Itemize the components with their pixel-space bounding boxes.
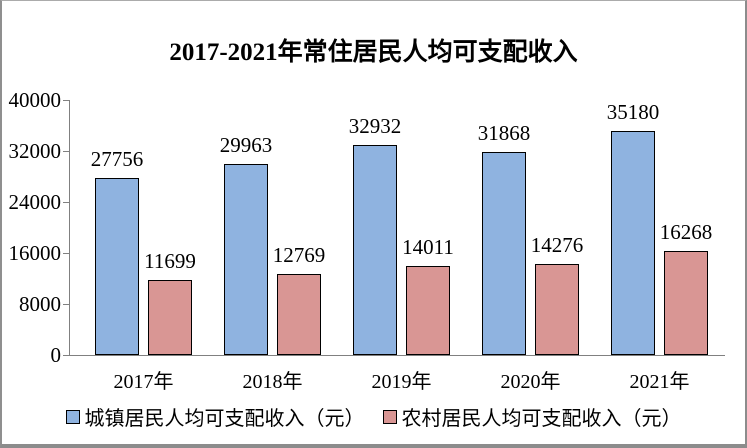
bar-value-label: 32932	[348, 114, 402, 138]
legend: 城镇居民人均可支配收入（元） 农村居民人均可支配收入（元）	[2, 402, 745, 431]
x-axis-label: 2021年	[629, 371, 690, 393]
bar: 31868	[478, 123, 530, 355]
y-tick-mark	[63, 304, 69, 305]
plot-area	[69, 100, 725, 356]
x-axis-labels: 2017年 2018年 2019年 2020年 2021年	[79, 365, 724, 394]
bar-value-label: 11699	[144, 249, 196, 273]
bar-group: 31868 14276	[466, 100, 595, 355]
x-axis-label: 2017年	[113, 371, 174, 393]
bar-group: 35180 16268	[595, 100, 724, 355]
y-tick-mark	[63, 151, 69, 152]
bar: 27756	[91, 149, 143, 355]
y-tick-mark	[63, 202, 69, 203]
bar-value-label: 35180	[606, 100, 660, 124]
legend-label: 城镇居民人均可支配收入（元）	[84, 408, 365, 430]
bar-group: 32932 14011	[337, 100, 466, 355]
bar-value-label: 14011	[402, 235, 454, 259]
legend-marker-icon	[65, 409, 80, 424]
y-tick-mark	[63, 100, 69, 101]
bar: 14276	[531, 235, 583, 355]
y-tick-label: 0	[50, 343, 62, 367]
bar: 35180	[607, 102, 659, 355]
legend-item: 城镇居民人均可支配收入（元）	[65, 402, 365, 431]
bar-value-label: 31868	[477, 121, 531, 145]
bar-value-label: 14276	[530, 233, 584, 257]
bar-value-label: 16268	[659, 220, 713, 244]
y-tick-mark	[63, 355, 69, 356]
bar-group: 29963 12769	[208, 100, 337, 355]
bar: 16268	[660, 222, 712, 355]
y-tick-label: 24000	[8, 190, 62, 214]
x-axis-label: 2018年	[242, 371, 303, 393]
bars-area: 27756 11699 29963 12769 32932 14011 31868 14276…	[79, 100, 724, 355]
y-tick-label: 16000	[8, 241, 62, 265]
y-tick-mark	[63, 253, 69, 254]
chart-title: 2017-2021年常住居民人均可支配收入	[169, 39, 578, 66]
legend-label: 农村居民人均可支配收入（元）	[401, 408, 682, 430]
bar: 32932	[349, 116, 401, 355]
bar: 14011	[402, 237, 454, 355]
bar: 12769	[273, 245, 325, 355]
bar: 11699	[144, 251, 196, 355]
bar-group: 27756 11699	[79, 100, 208, 355]
x-axis-label: 2019年	[371, 371, 432, 393]
legend-marker-icon	[382, 409, 397, 424]
legend-item: 农村居民人均可支配收入（元）	[382, 402, 682, 431]
bar-value-label: 27756	[90, 147, 144, 171]
y-tick-label: 32000	[8, 139, 62, 163]
bar-value-label: 12769	[272, 243, 326, 267]
y-tick-label: 8000	[19, 292, 61, 316]
y-tick-label: 40000	[8, 88, 62, 112]
bar: 29963	[220, 135, 272, 355]
bar-value-label: 29963	[219, 133, 273, 157]
x-axis-label: 2020年	[500, 371, 561, 393]
